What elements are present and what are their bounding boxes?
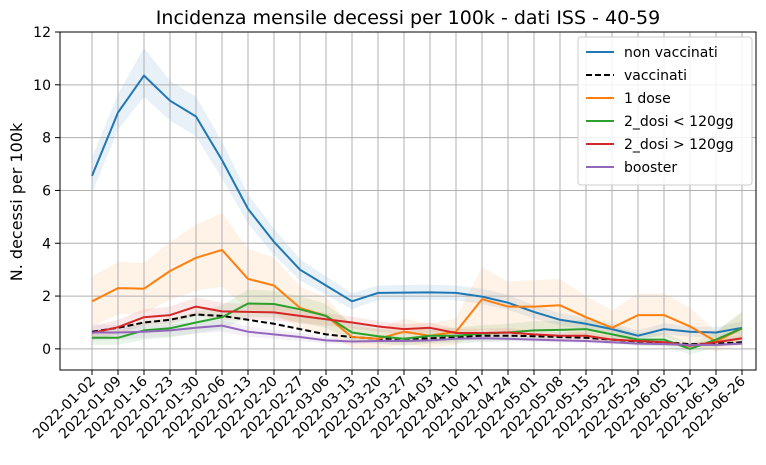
chart-title: Incidenza mensile decessi per 100k - dat…	[156, 7, 660, 29]
y-tick-label-2: 4	[42, 236, 51, 252]
y-tick-label-1: 2	[42, 289, 51, 305]
y-tick-label-6: 12	[33, 25, 51, 41]
legend-box	[577, 36, 753, 186]
legend: non vaccinati vaccinati 1 dose 2_dosi < 120…	[577, 36, 753, 186]
y-tick-label-3: 6	[42, 183, 51, 199]
y-axis-label: N. decessi per 100k	[7, 122, 26, 281]
line-series-5	[92, 324, 743, 346]
y-axis-ticks: 0 2 4 6 8 10 12	[33, 25, 60, 358]
line-series-2	[91, 248, 743, 343]
grid	[60, 31, 756, 370]
legend-label-3: 2_dosi < 120gg	[624, 114, 734, 130]
legend-label-2: 1 dose	[624, 91, 671, 107]
legend-label-0: non vaccinati	[624, 45, 718, 61]
band-series-0	[92, 47, 742, 341]
legend-label-5: booster	[624, 160, 677, 176]
band-series-5	[92, 319, 742, 347]
y-tick-label-0: 0	[42, 342, 51, 358]
line-series-3	[92, 302, 743, 350]
x-axis-ticks: 2022-01-022022-01-092022-01-162022-01-23…	[30, 370, 749, 442]
legend-label-1: vaccinati	[624, 68, 687, 84]
line-series-0	[91, 74, 743, 337]
band-series-2	[92, 212, 742, 352]
line-series-4	[91, 305, 743, 347]
y-tick-label-4: 8	[42, 131, 51, 147]
plot-frame	[59, 31, 757, 371]
series-lines	[91, 74, 743, 350]
y-tick-label-5: 10	[33, 78, 51, 94]
legend-label-4: 2_dosi > 120gg	[624, 137, 734, 153]
